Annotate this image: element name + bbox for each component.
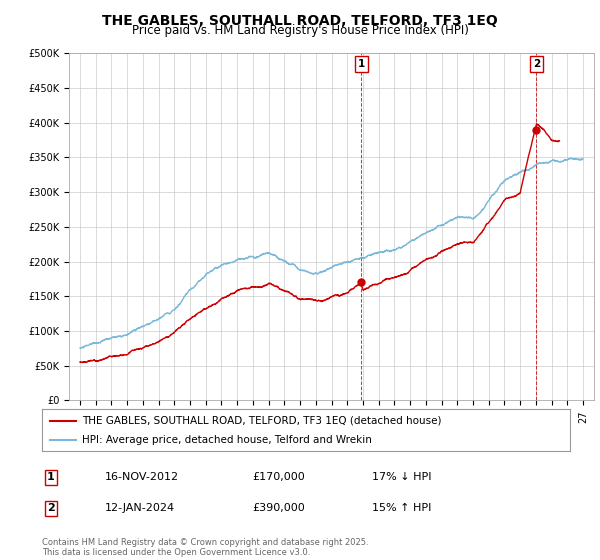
Text: Price paid vs. HM Land Registry's House Price Index (HPI): Price paid vs. HM Land Registry's House … bbox=[131, 24, 469, 37]
Text: 1: 1 bbox=[47, 472, 55, 482]
Text: HPI: Average price, detached house, Telford and Wrekin: HPI: Average price, detached house, Telf… bbox=[82, 435, 371, 445]
Text: THE GABLES, SOUTHALL ROAD, TELFORD, TF3 1EQ: THE GABLES, SOUTHALL ROAD, TELFORD, TF3 … bbox=[102, 14, 498, 28]
Text: 12-JAN-2024: 12-JAN-2024 bbox=[105, 503, 175, 514]
Text: 1: 1 bbox=[358, 59, 365, 69]
Text: £170,000: £170,000 bbox=[252, 472, 305, 482]
Text: 2: 2 bbox=[533, 59, 540, 69]
Text: 17% ↓ HPI: 17% ↓ HPI bbox=[372, 472, 431, 482]
Text: Contains HM Land Registry data © Crown copyright and database right 2025.
This d: Contains HM Land Registry data © Crown c… bbox=[42, 538, 368, 557]
Text: 15% ↑ HPI: 15% ↑ HPI bbox=[372, 503, 431, 514]
Text: THE GABLES, SOUTHALL ROAD, TELFORD, TF3 1EQ (detached house): THE GABLES, SOUTHALL ROAD, TELFORD, TF3 … bbox=[82, 416, 441, 426]
Text: 16-NOV-2012: 16-NOV-2012 bbox=[105, 472, 179, 482]
Text: £390,000: £390,000 bbox=[252, 503, 305, 514]
Text: 2: 2 bbox=[47, 503, 55, 514]
